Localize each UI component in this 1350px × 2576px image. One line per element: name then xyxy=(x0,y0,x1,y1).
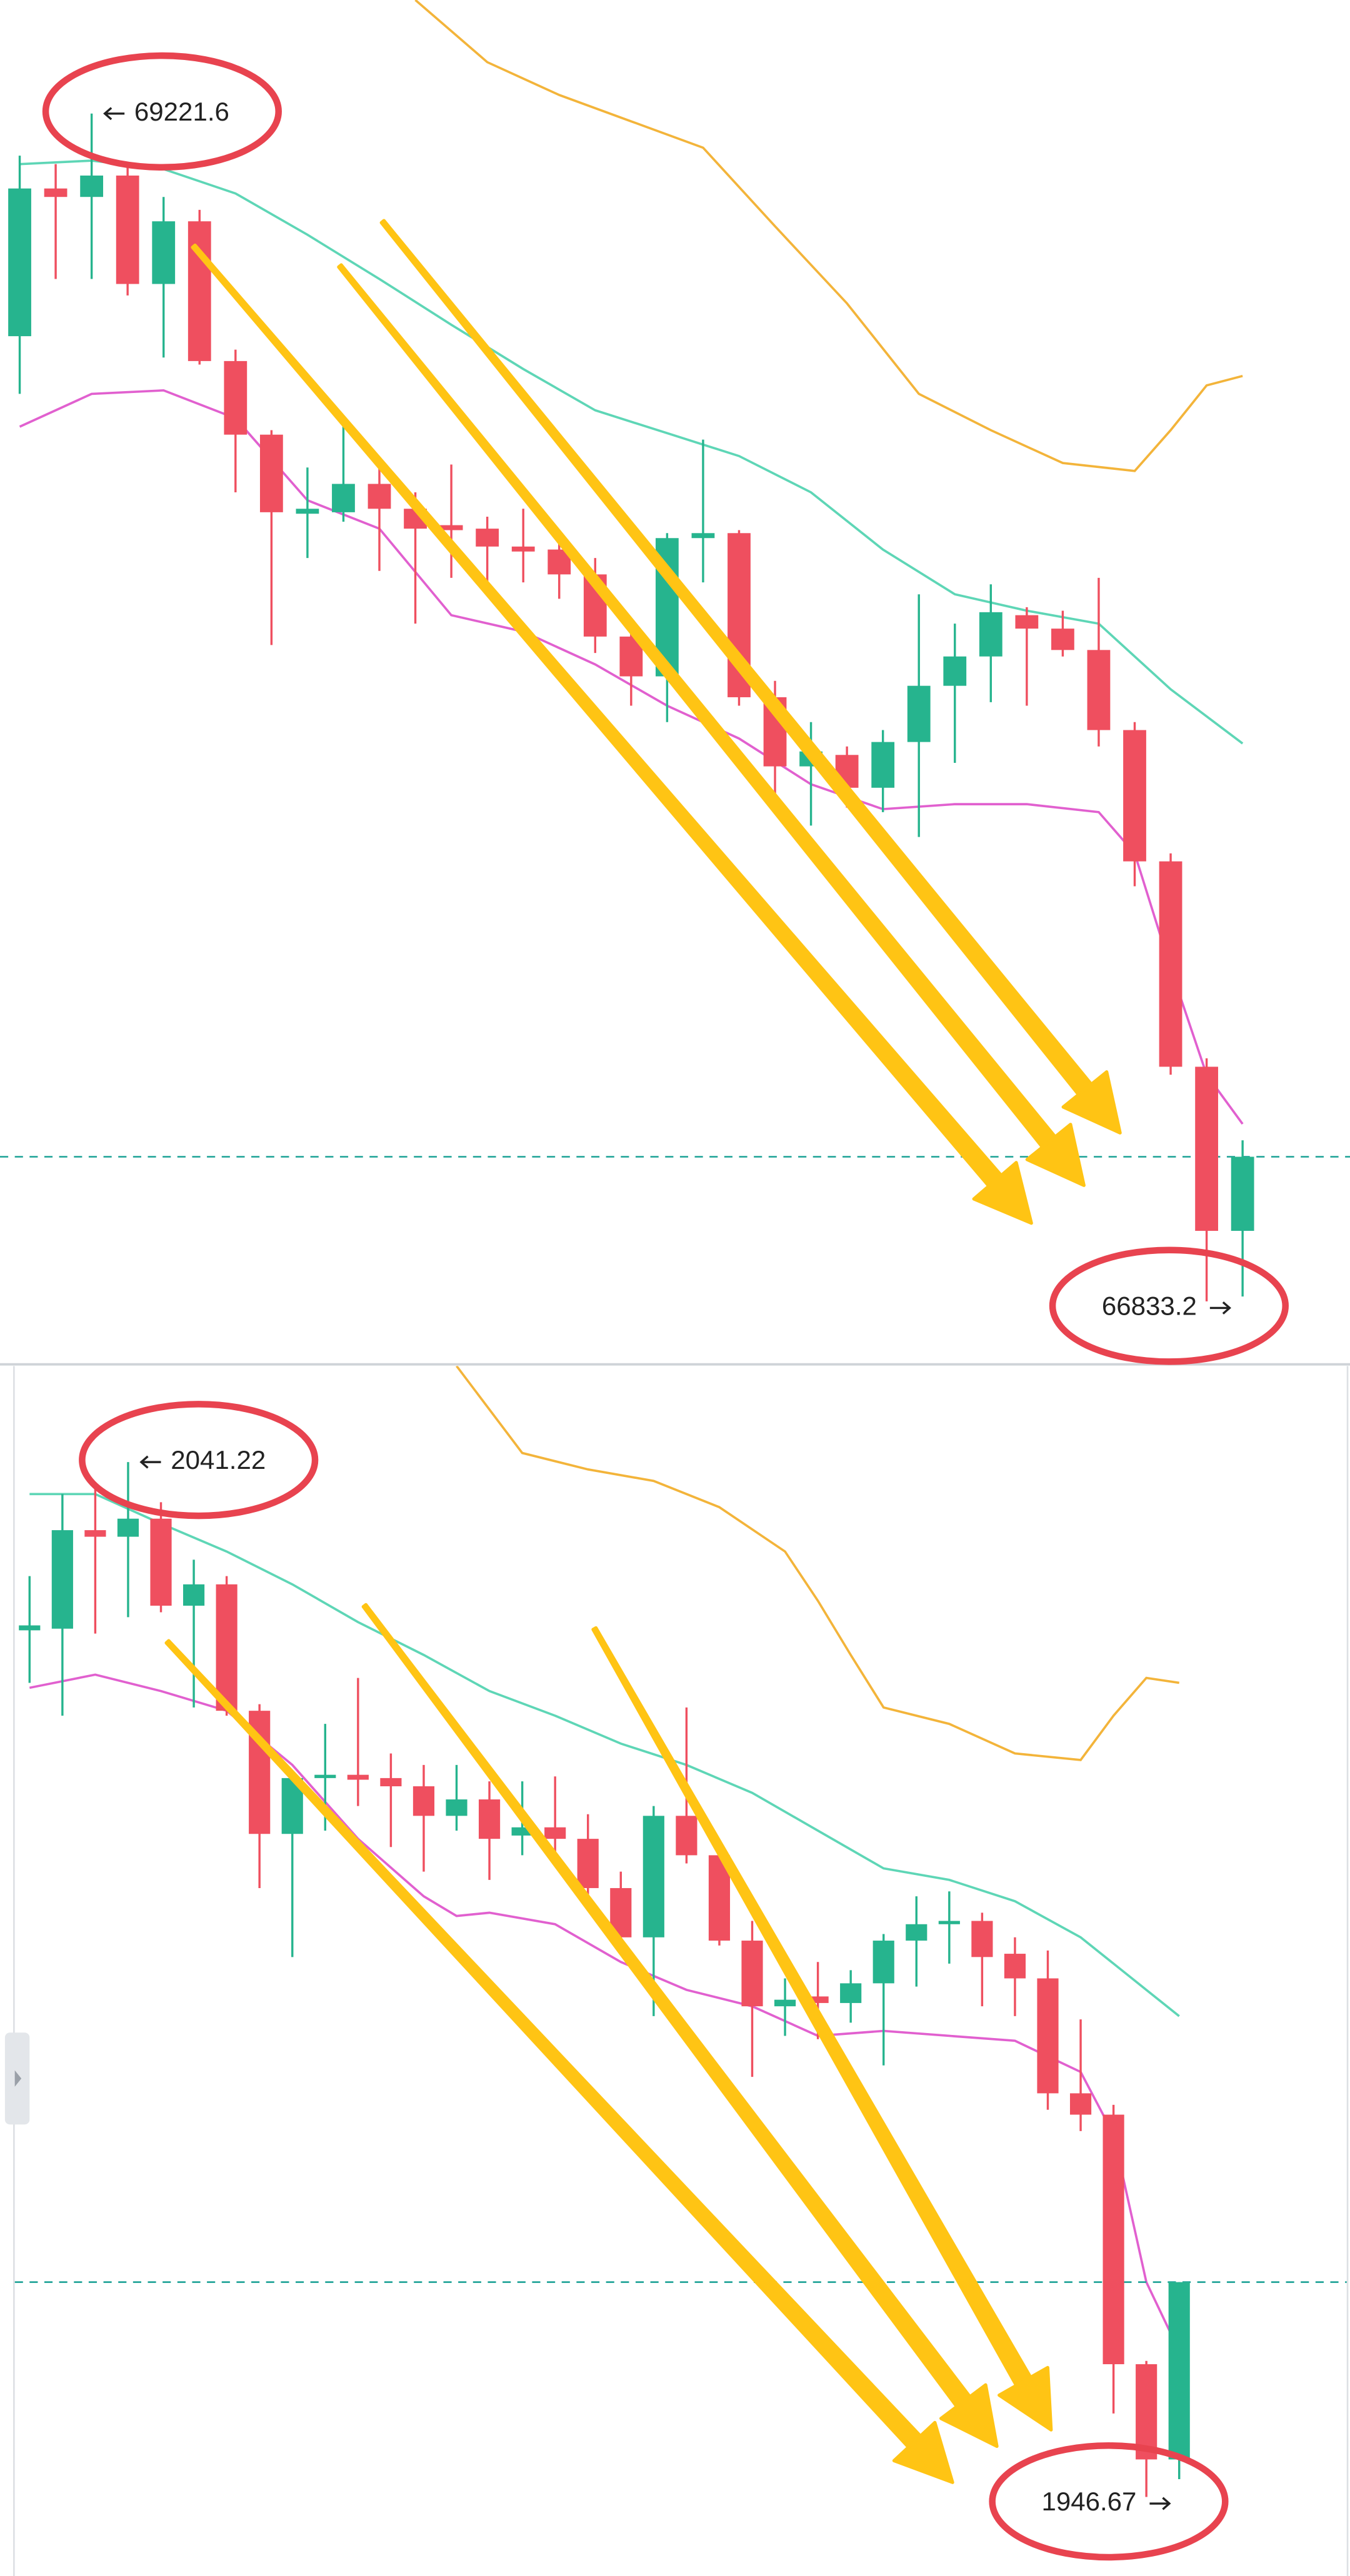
label-arrow xyxy=(103,107,125,121)
band-line xyxy=(456,1366,1179,1761)
low-label: 1946.67 xyxy=(1041,2487,1136,2516)
candle-body xyxy=(971,1921,993,1957)
low-label: 66833.2 xyxy=(1102,1291,1197,1321)
candle-body xyxy=(314,1774,336,1778)
candle-body xyxy=(8,188,31,337)
candle-body xyxy=(691,533,715,539)
candle-body xyxy=(774,1999,796,2007)
candle-body xyxy=(1231,1156,1254,1231)
candle-body xyxy=(188,221,211,361)
candle-body xyxy=(1159,861,1182,1067)
candle-body xyxy=(544,1827,566,1839)
candle-body xyxy=(446,1799,468,1816)
highlight-circle xyxy=(79,1401,319,1519)
yellow-arrow-head xyxy=(1061,1070,1122,1135)
candle-body xyxy=(872,1941,894,1984)
high-label: 69221.6 xyxy=(134,97,229,126)
candle-body xyxy=(1069,2093,1092,2115)
candle-body xyxy=(1168,2282,1190,2460)
candle-body xyxy=(1004,1954,1026,1979)
band-line xyxy=(29,1493,1180,2017)
candle-body xyxy=(44,188,68,197)
candle-body xyxy=(19,1625,41,1631)
candle-body xyxy=(1051,629,1074,650)
candle-body xyxy=(1195,1067,1218,1231)
candle-body xyxy=(216,1584,238,1711)
yellow-arrow-head xyxy=(1025,1123,1086,1187)
candle-body xyxy=(182,1584,205,1606)
candle-body xyxy=(116,175,139,284)
candle-body xyxy=(943,656,967,686)
candle-body xyxy=(117,1518,139,1537)
candle-body xyxy=(807,1996,829,2003)
highlight-circle xyxy=(42,52,282,171)
candle-body xyxy=(938,1921,960,1924)
candle-body xyxy=(368,484,391,509)
side-tab-icon xyxy=(14,2070,22,2087)
candle-body xyxy=(577,1839,599,1888)
candle-body xyxy=(51,1530,73,1629)
yellow-arrow-head xyxy=(998,2365,1053,2432)
label-arrow xyxy=(1209,1301,1231,1315)
candle-body xyxy=(979,612,1002,657)
label-arrow xyxy=(1149,2497,1171,2510)
candle-body xyxy=(84,1530,106,1537)
candle-body xyxy=(906,1924,928,1941)
candle-body xyxy=(907,685,931,742)
candle-body xyxy=(296,509,319,514)
band-line xyxy=(19,159,1244,745)
candle-body xyxy=(1087,650,1111,730)
candle-body xyxy=(1136,2364,1158,2460)
candle-body xyxy=(224,361,248,435)
candle-body xyxy=(1037,1978,1059,2094)
candle-body xyxy=(412,1786,435,1816)
yellow-arrow-head xyxy=(972,1161,1033,1225)
candle-body xyxy=(478,1799,501,1839)
candle-body xyxy=(259,434,283,512)
candle-body xyxy=(380,1778,402,1787)
high-label: 2041.22 xyxy=(171,1445,266,1474)
candle-body xyxy=(332,484,355,512)
yellow-arrow-head xyxy=(939,2383,999,2449)
candle-body xyxy=(676,1816,698,1856)
candle-body xyxy=(476,529,499,547)
candle-body xyxy=(642,1816,664,1937)
candle-body xyxy=(439,525,463,530)
candle-body xyxy=(871,742,895,788)
annotations: 69221.6 66833.2 2041.22 1946.67 xyxy=(42,52,1289,2561)
candle-body xyxy=(1015,615,1039,629)
highlight-circle xyxy=(989,2442,1229,2561)
candle-body xyxy=(347,1774,369,1780)
candle-body xyxy=(840,1983,862,2003)
candle-body xyxy=(152,221,176,284)
candle-body xyxy=(1123,730,1146,862)
band-line xyxy=(414,0,1243,472)
yellow-arrow-head xyxy=(892,2420,954,2484)
panel-bottom xyxy=(14,1366,1347,2497)
candle-body xyxy=(511,546,535,552)
candle-body xyxy=(80,175,104,197)
candle-body xyxy=(1102,2114,1124,2365)
candle-body xyxy=(150,1518,172,1606)
highlight-circle xyxy=(1049,1246,1289,1365)
label-arrow xyxy=(139,1455,161,1469)
candle-body xyxy=(741,1941,763,2007)
